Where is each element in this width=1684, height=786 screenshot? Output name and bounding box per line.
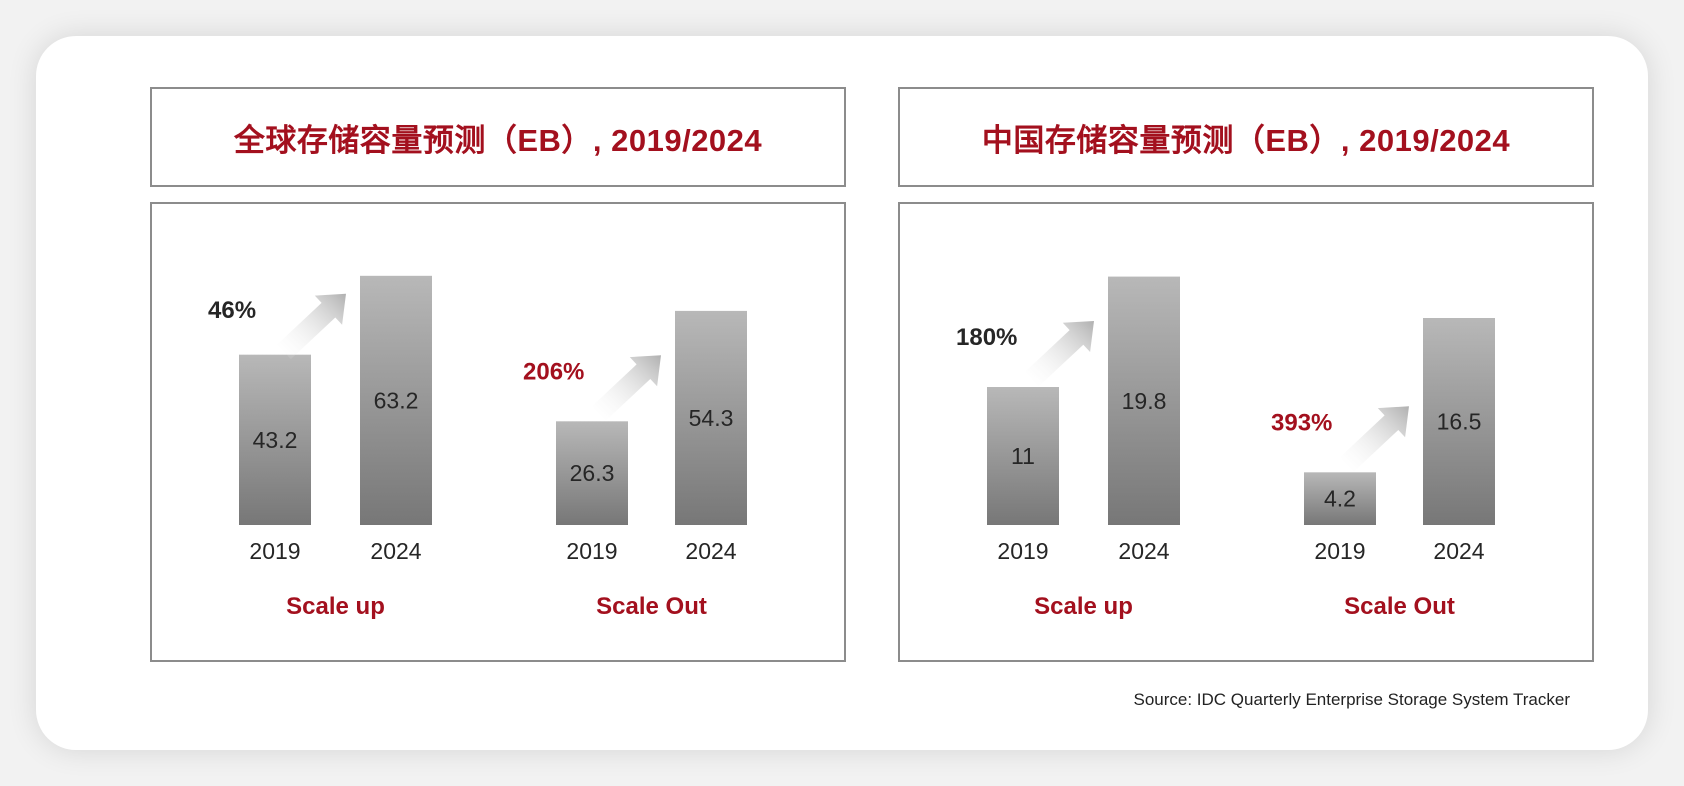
bar-value-label: 54.3 bbox=[689, 405, 734, 431]
group-label: Scale up bbox=[1034, 593, 1133, 620]
bar-value-label: 26.3 bbox=[570, 460, 615, 486]
bar-value-label: 11 bbox=[1011, 443, 1035, 469]
china-chart-box: 11 2019 19.8 2024 180% Scale up 4.2 2019 16.5 202… bbox=[898, 202, 1594, 662]
bar-value-label: 16.5 bbox=[1437, 409, 1482, 435]
x-tick-label: 2024 bbox=[685, 538, 736, 564]
bar-value-label: 43.2 bbox=[253, 427, 298, 453]
global-chart-box: 43.2 2019 63.2 2024 46% Scale up 26.3 2019 54.3 2… bbox=[150, 202, 846, 662]
growth-arrow-icon bbox=[277, 293, 346, 360]
growth-arrow-icon bbox=[1025, 321, 1094, 387]
global-storage-chart: 43.2 2019 63.2 2024 46% Scale up 26.3 2019 54.3 2… bbox=[208, 275, 747, 620]
x-tick-label: 2019 bbox=[566, 538, 617, 564]
china-chart-title-box: 中国存储容量预测（EB）, 2019/2024 bbox=[898, 87, 1594, 187]
bar-2019 bbox=[987, 387, 1059, 525]
bar-2019 bbox=[1304, 472, 1376, 525]
growth-rate-label: 180% bbox=[956, 324, 1017, 351]
x-tick-label: 2019 bbox=[997, 538, 1048, 564]
bar-2019 bbox=[239, 354, 311, 525]
growth-rate-label: 206% bbox=[523, 358, 584, 385]
group-label: Scale Out bbox=[1344, 593, 1455, 620]
global-chart-title: 全球存储容量预测（EB）, 2019/2024 bbox=[233, 122, 763, 158]
growth-arrow-icon bbox=[1340, 406, 1409, 472]
x-tick-label: 2019 bbox=[249, 538, 300, 564]
bar-2024 bbox=[360, 275, 432, 525]
source-note: Source: IDC Quarterly Enterprise Storage… bbox=[1133, 690, 1571, 709]
x-tick-label: 2019 bbox=[1314, 538, 1365, 564]
bar-2024 bbox=[1108, 276, 1180, 525]
bar-value-label: 63.2 bbox=[374, 387, 419, 413]
growth-rate-label: 46% bbox=[208, 297, 256, 324]
bar-2024 bbox=[675, 310, 747, 525]
bar-value-label: 4.2 bbox=[1324, 486, 1356, 512]
x-tick-label: 2024 bbox=[1118, 538, 1169, 564]
growth-rate-label: 393% bbox=[1271, 409, 1332, 436]
china-storage-chart: 11 2019 19.8 2024 180% Scale up 4.2 2019 16.5 202… bbox=[956, 276, 1495, 620]
group-label: Scale Out bbox=[596, 593, 707, 620]
global-chart-title-box: 全球存储容量预测（EB）, 2019/2024 bbox=[150, 87, 846, 187]
x-tick-label: 2024 bbox=[1433, 538, 1484, 564]
china-chart-title: 中国存储容量预测（EB）, 2019/2024 bbox=[981, 122, 1511, 158]
bar-value-label: 19.8 bbox=[1122, 388, 1167, 414]
x-tick-label: 2024 bbox=[370, 538, 421, 564]
bar-2019 bbox=[556, 421, 628, 525]
bar-2024 bbox=[1423, 318, 1495, 525]
growth-arrow-icon bbox=[592, 355, 661, 421]
group-label: Scale up bbox=[286, 593, 385, 620]
